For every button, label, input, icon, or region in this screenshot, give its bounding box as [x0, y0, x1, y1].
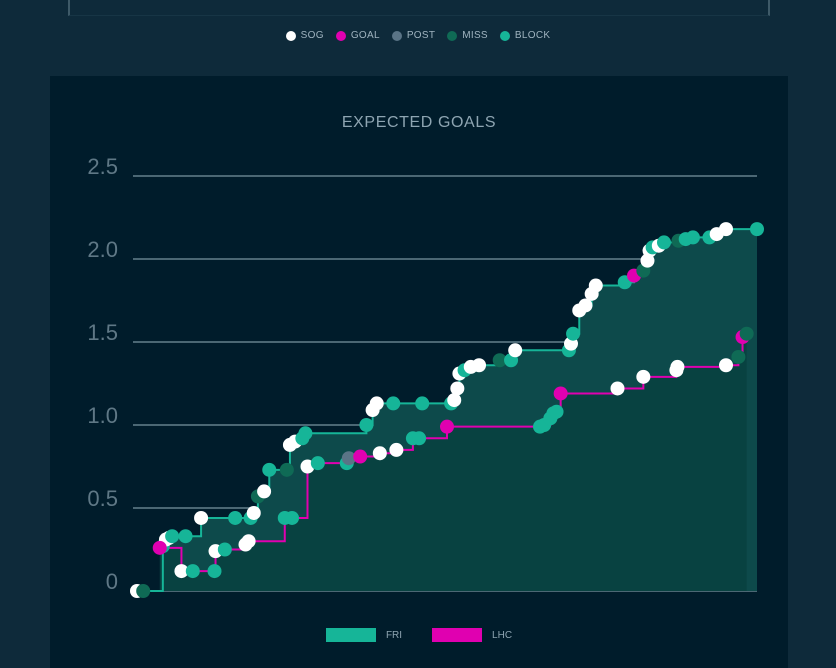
shot-point-block [415, 396, 430, 411]
shot-legend-dot [499, 30, 510, 41]
shot-legend-dot [335, 30, 346, 41]
shot-point-goal [553, 386, 568, 401]
shot-point-block [298, 426, 313, 441]
team-legend-label: LHC [492, 629, 513, 641]
shot-point-block [549, 404, 564, 419]
team-legend-swatch [325, 628, 376, 642]
shot-point-block [165, 529, 180, 544]
shot-point-block [657, 235, 671, 250]
shot-point-sog [447, 393, 462, 408]
shot-point-sog [241, 534, 256, 549]
shot-legend-dot [285, 30, 296, 41]
shot-point-sog [174, 564, 189, 579]
top-frame [68, 0, 770, 16]
shot-legend-item-miss: MISS [447, 30, 488, 41]
y-tick-label: 0 [106, 569, 118, 594]
team-legend-item-fri: FRI [325, 628, 403, 642]
shot-point-sog [719, 358, 733, 373]
shot-legend-label: BLOCK [514, 30, 551, 41]
shot-point-block [359, 418, 374, 432]
shot-point-block [178, 529, 193, 544]
y-tick-label: 2.5 [87, 154, 118, 179]
shot-legend-label: POST [406, 30, 436, 41]
shot-legend-item-post: POST [391, 30, 436, 41]
shot-point-block [228, 510, 243, 525]
chart-panel: EXPECTED GOALS 0 0.5 1.0 1.5 2.0 2.5 FRI LHC [50, 76, 788, 668]
shot-legend-item-block: BLOCK [499, 30, 551, 41]
shot-point-sog [369, 396, 384, 411]
shot-legend-label: GOAL [350, 30, 380, 41]
shot-point-goal [152, 540, 167, 555]
shot-point-goal [353, 449, 368, 464]
team-legend-item-lhc: LHC [432, 628, 512, 642]
shot-point-sog [257, 484, 272, 499]
shot-point-block [386, 396, 401, 411]
shot-point-miss [739, 326, 754, 341]
shot-point-block [566, 326, 581, 341]
shot-legend-item-goal: GOAL [335, 30, 380, 41]
y-tick-label: 0.5 [87, 486, 118, 511]
lhc-area [159, 333, 747, 591]
shot-point-block [750, 222, 764, 237]
shot-point-sog [588, 278, 603, 293]
shot-point-miss [731, 349, 746, 364]
shot-point-goal [440, 419, 454, 434]
shot-point-sog [610, 381, 625, 396]
shot-point-miss [136, 584, 151, 598]
shot-point-block [207, 564, 222, 579]
shot-legend-dot [391, 30, 402, 41]
shot-point-sog [719, 222, 733, 237]
team-legend: FRI LHC [50, 628, 788, 642]
shot-point-sog [472, 358, 487, 373]
shot-markers-fri [130, 222, 764, 598]
shot-point-block [217, 542, 232, 557]
shot-point-sog [246, 505, 261, 520]
shot-point-post [341, 451, 356, 466]
shot-point-block [262, 462, 277, 477]
team-legend-swatch [432, 628, 483, 642]
shot-point-miss [492, 353, 507, 368]
shot-point-block [285, 510, 299, 525]
shot-point-sog [194, 510, 209, 525]
y-tick-label: 1.0 [87, 403, 118, 428]
xg-chart: 0 0.5 1.0 1.5 2.0 2.5 [87, 154, 764, 598]
team-legend-label: FRI [385, 629, 403, 641]
shot-legend-dot [447, 30, 458, 41]
shot-point-sog [389, 442, 404, 457]
chart-title: EXPECTED GOALS [341, 114, 497, 131]
shot-point-sog [372, 446, 387, 461]
shot-point-sog [508, 343, 523, 358]
shot-point-sog [578, 298, 593, 313]
shot-point-miss [279, 462, 294, 477]
shot-legend-label: MISS [462, 30, 488, 41]
shot-legend-item-sog: SOG [285, 30, 324, 41]
y-tick-label: 2.0 [87, 237, 118, 262]
shot-point-block [685, 230, 700, 245]
shot-point-sog [450, 381, 465, 396]
shot-type-legend: SOG GOAL POST MISS BLOCK [0, 30, 836, 41]
shot-point-block [412, 431, 427, 446]
y-tick-label: 1.5 [87, 320, 118, 345]
shot-point-block [185, 564, 200, 579]
shot-point-sog [636, 369, 651, 384]
shot-point-block [310, 456, 325, 471]
shot-point-sog [670, 359, 685, 374]
shot-markers-lhc [152, 326, 754, 579]
shot-legend-label: SOG [300, 30, 324, 41]
